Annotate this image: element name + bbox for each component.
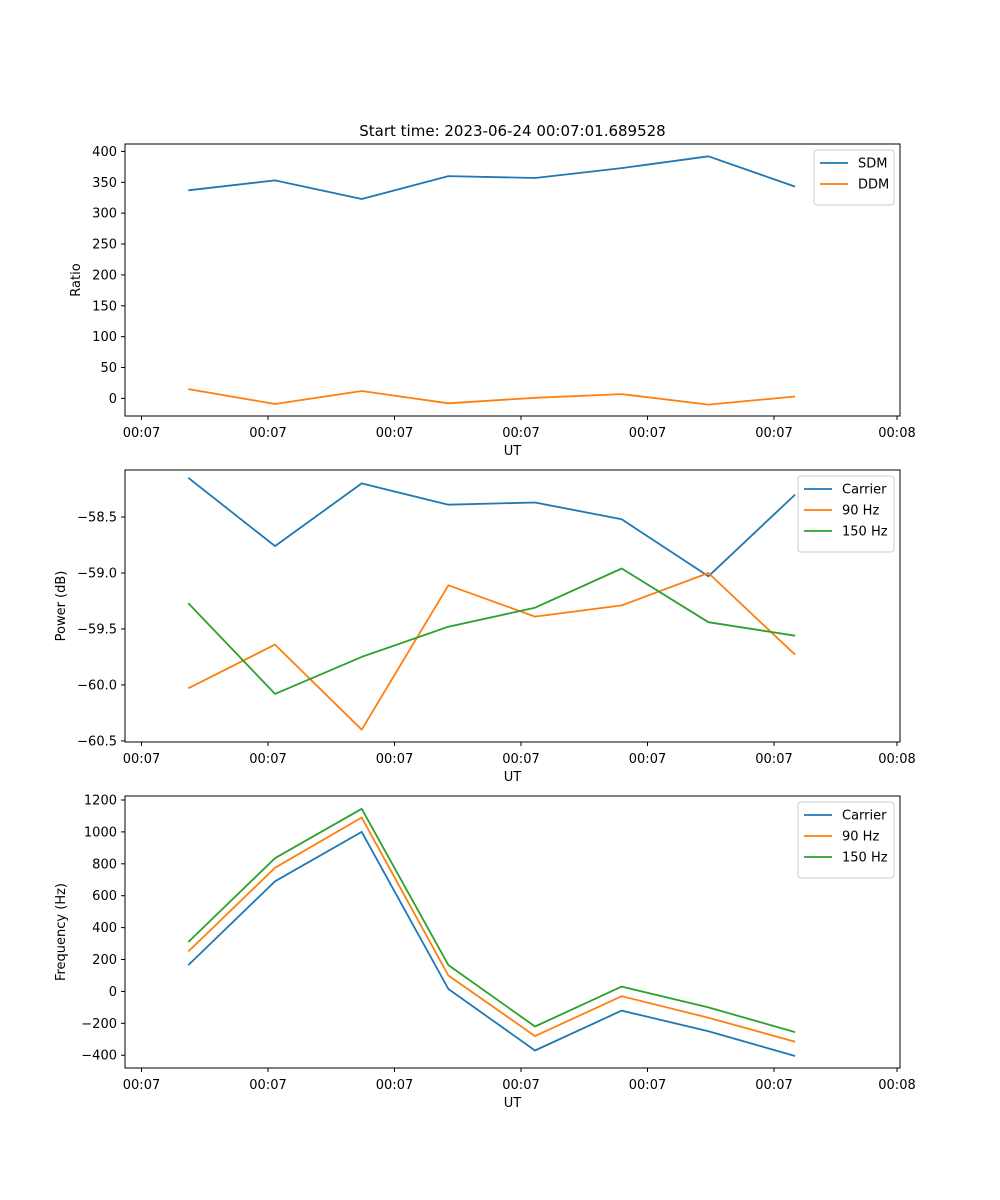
x-tick-label: 00:07 <box>376 1078 413 1093</box>
x-tick-label: 00:07 <box>502 1078 539 1093</box>
legend-label: SDM <box>858 157 887 172</box>
x-tick-label: 00:07 <box>755 752 792 767</box>
figure-title: Start time: 2023-06-24 00:07:01.689528 <box>359 122 665 140</box>
y-tick-label: −400 <box>81 1049 117 1064</box>
legend-label: Carrier <box>842 809 887 824</box>
x-axis-label: UT <box>504 1096 522 1111</box>
axes-frame <box>124 143 901 417</box>
x-tick-label: 00:07 <box>123 426 160 441</box>
x-tick-label: 00:07 <box>755 1078 792 1093</box>
x-tick-label: 00:07 <box>123 752 160 767</box>
y-tick-label: −60.0 <box>77 678 117 693</box>
y-tick-label: 400 <box>92 145 117 160</box>
x-tick-label: 00:07 <box>123 1078 160 1093</box>
y-tick-label: 600 <box>92 889 117 904</box>
series-line-carrier <box>187 477 796 578</box>
y-tick-label: 0 <box>109 985 117 1000</box>
y-tick-label: 50 <box>100 361 117 376</box>
legend: Carrier 90 Hz 150 Hz <box>797 475 895 553</box>
x-tick-label: 00:08 <box>878 426 915 441</box>
chart-panels: 0 50 100 150 200 250 300 350 400 00:07 00:07 00:07 0… <box>54 143 916 1111</box>
series-line-ddm <box>188 388 796 406</box>
y-tick-label: 200 <box>92 268 117 283</box>
y-tick-label: 300 <box>92 207 117 222</box>
y-tick-label: 350 <box>92 176 117 191</box>
series-line-carrier <box>187 831 796 1057</box>
x-tick-label: 00:07 <box>755 426 792 441</box>
y-tick-label: 1200 <box>84 793 117 808</box>
y-tick-label: −200 <box>81 1017 117 1032</box>
chart-panel-2: −60.5 −60.0 −59.5 −59.0 −58.5 00:07 00:07 00:07… <box>54 469 916 785</box>
legend-label: 150 Hz <box>842 525 888 540</box>
x-tick-label: 00:07 <box>249 1078 286 1093</box>
y-axis-label: Power (dB) <box>54 571 69 642</box>
legend-label: DDM <box>858 178 889 193</box>
legend-box <box>797 801 895 879</box>
series-line-150-hz <box>187 567 796 695</box>
legend-box <box>797 475 895 553</box>
y-axis-label: Ratio <box>69 263 84 296</box>
legend-label: 90 Hz <box>842 504 879 519</box>
y-tick-label: 150 <box>92 299 117 314</box>
chart-panel-3: −400 −200 0 200 400 600 800 1000 1200 00:07 00:07 0… <box>54 793 916 1111</box>
y-tick-label: 1000 <box>84 825 117 840</box>
legend: SDM DDM <box>813 149 895 206</box>
chart-panel-1: 0 50 100 150 200 250 300 350 400 00:07 00:07 00:07 0… <box>69 143 916 459</box>
y-tick-label: 250 <box>92 238 117 253</box>
x-tick-label: 00:07 <box>249 752 286 767</box>
y-tick-label: 800 <box>92 857 117 872</box>
legend-label: Carrier <box>842 483 887 498</box>
axes-frame <box>124 795 901 1069</box>
legend-label: 150 Hz <box>842 851 888 866</box>
series-line-90-hz <box>187 572 796 731</box>
x-tick-label: 00:07 <box>629 752 666 767</box>
x-axis-label: UT <box>504 444 522 459</box>
x-tick-label: 00:07 <box>502 426 539 441</box>
series-line-sdm <box>188 155 796 200</box>
x-tick-label: 00:07 <box>249 426 286 441</box>
y-axis-label: Frequency (Hz) <box>54 883 69 981</box>
legend: Carrier 90 Hz 150 Hz <box>797 801 895 879</box>
y-tick-label: −59.5 <box>77 622 117 637</box>
x-tick-label: 00:08 <box>878 1078 915 1093</box>
y-tick-label: −59.0 <box>77 566 117 581</box>
y-tick-label: −58.5 <box>77 511 117 526</box>
legend-label: 90 Hz <box>842 830 879 845</box>
series-line-150-hz <box>187 807 796 1033</box>
x-tick-label: 00:07 <box>376 752 413 767</box>
x-tick-label: 00:07 <box>629 426 666 441</box>
y-tick-label: 0 <box>109 392 117 407</box>
y-tick-label: 200 <box>92 953 117 968</box>
axes-frame <box>124 469 901 743</box>
x-tick-label: 00:08 <box>878 752 915 767</box>
y-tick-label: −60.5 <box>77 734 117 749</box>
x-axis-label: UT <box>504 770 522 785</box>
y-tick-label: 400 <box>92 921 117 936</box>
x-tick-label: 00:07 <box>629 1078 666 1093</box>
series-line-90-hz <box>187 816 796 1043</box>
y-tick-label: 100 <box>92 330 117 345</box>
x-tick-label: 00:07 <box>376 426 413 441</box>
x-tick-label: 00:07 <box>502 752 539 767</box>
